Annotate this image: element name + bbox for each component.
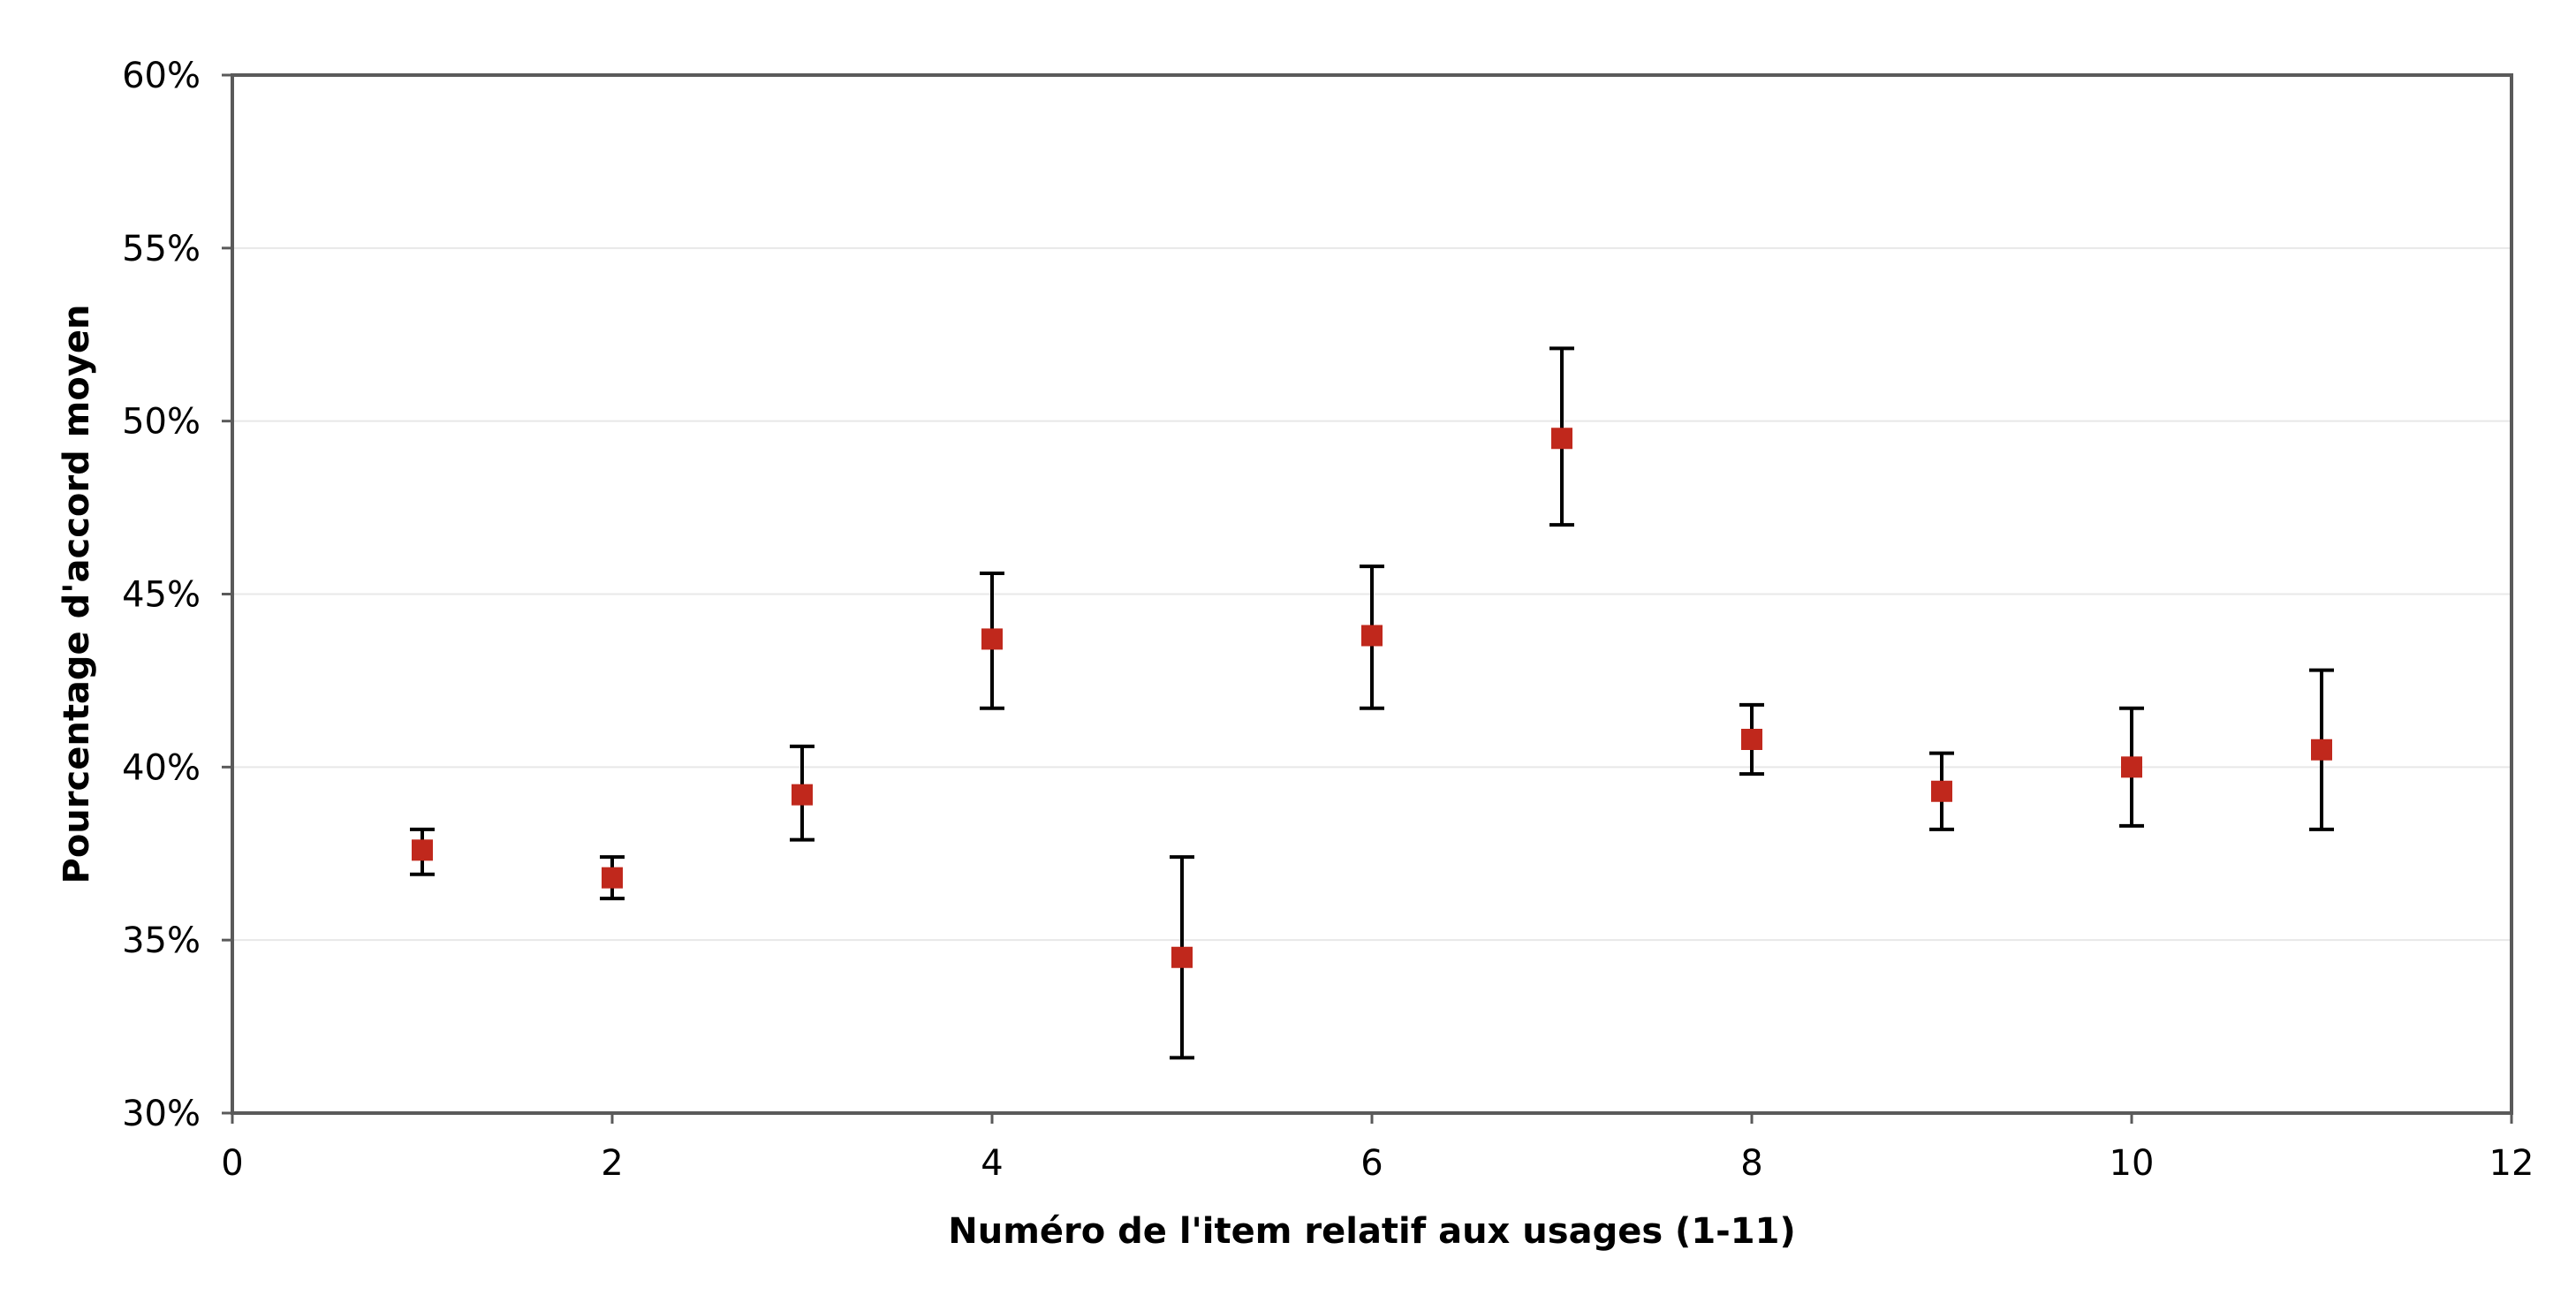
x-tick-label: 8: [1740, 1143, 1762, 1184]
error-bars: [410, 346, 2334, 1060]
x-tick-label: 0: [221, 1143, 243, 1184]
y-tick-label: 50%: [122, 402, 201, 443]
data-point: [2311, 739, 2332, 761]
x-tick-label: 12: [2489, 1143, 2534, 1184]
x-tick-label: 10: [2110, 1143, 2155, 1184]
data-point: [602, 867, 623, 889]
y-tick-label: 40%: [122, 747, 201, 788]
data-point: [981, 628, 1003, 650]
y-axis-ticks: 30% 35% 40% 45% 50% 55% 60%: [122, 56, 232, 1134]
x-tick-label: 4: [981, 1143, 1003, 1184]
y-tick-label: 60%: [122, 56, 201, 96]
data-points: [412, 428, 2332, 968]
y-axis-title: Pourcentage d'accord moyen: [57, 304, 97, 883]
data-point: [1551, 428, 1572, 450]
data-point: [792, 784, 813, 806]
x-tick-label: 2: [601, 1143, 623, 1184]
y-tick-label: 30%: [122, 1094, 201, 1134]
data-point: [1931, 780, 1952, 802]
x-axis-title: Numéro de l'item relatif aux usages (1-1…: [948, 1211, 1795, 1252]
data-point: [1361, 625, 1383, 647]
y-tick-label: 35%: [122, 920, 201, 961]
data-point: [1171, 946, 1193, 968]
y-tick-label: 45%: [122, 575, 201, 616]
data-point: [412, 839, 433, 861]
data-point: [1741, 729, 1762, 750]
x-tick-label: 6: [1360, 1143, 1383, 1184]
x-axis-ticks: 0 2 4 6 8 10 12: [221, 1113, 2534, 1184]
data-point: [2121, 756, 2142, 778]
y-tick-label: 55%: [122, 229, 201, 269]
